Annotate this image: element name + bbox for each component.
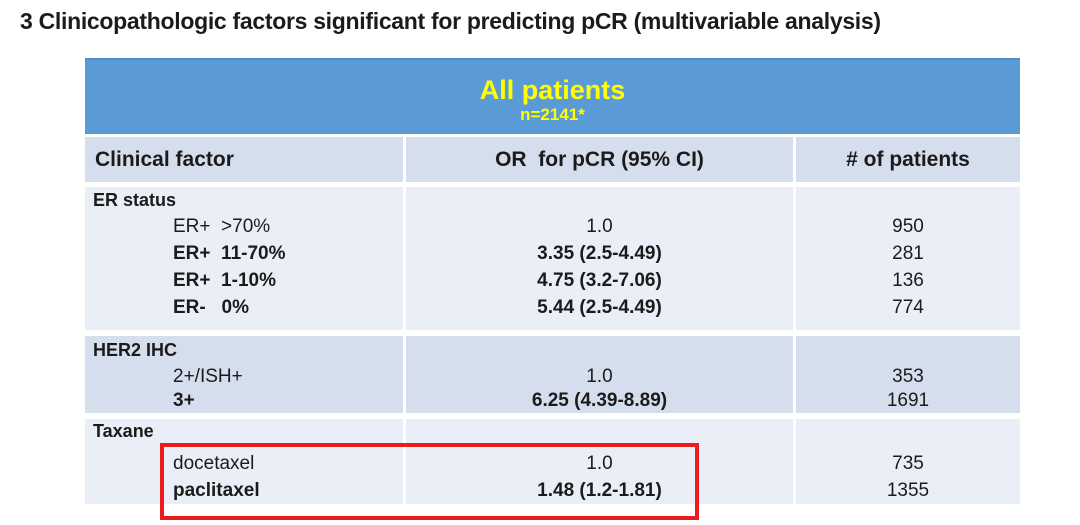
factor-cell: 2+/ISH+ (85, 365, 403, 389)
or-cell: 4.75 (3.2-7.06) (406, 267, 793, 294)
section-her2-ihc: HER2 IHC 2+/ISH+ 1.0 353 3+ 6.25 (4.39-8… (85, 336, 1020, 413)
section-label-row: ER status (85, 187, 1020, 213)
section-taxane: Taxane docetaxel 1.0 735 paclitaxel 1.48… (85, 419, 1020, 504)
table-row: ER+ 1-10% 4.75 (3.2-7.06) 136 (85, 267, 1020, 294)
factor-cell: paclitaxel (85, 477, 403, 504)
section-label: HER2 IHC (85, 336, 403, 365)
table-banner: All patients n=2141* (85, 58, 1020, 134)
column-header-clinical-factor: Clinical factor (85, 137, 403, 182)
section-spacer (85, 444, 1020, 450)
n-cell: 735 (796, 450, 1020, 477)
n-cell: 1355 (796, 477, 1020, 504)
n-cell: 353 (796, 365, 1020, 389)
highlight-box-taxane (160, 443, 699, 520)
or-cell: 3.35 (2.5-4.49) (406, 240, 793, 267)
table-row: ER+ >70% 1.0 950 (85, 213, 1020, 240)
banner-subtitle: n=2141* (520, 105, 585, 124)
n-cell: 1691 (796, 389, 1020, 413)
factor-cell: ER+ 1-10% (85, 267, 403, 294)
table-row: docetaxel 1.0 735 (85, 450, 1020, 477)
section-er-status: ER status ER+ >70% 1.0 950 ER+ 11-70% 3.… (85, 187, 1020, 330)
factor-cell: docetaxel (85, 450, 403, 477)
column-header-row: Clinical factor OR for pCR (95% CI) # of… (85, 137, 1020, 182)
or-cell: 1.0 (406, 365, 793, 389)
n-cell: 281 (796, 240, 1020, 267)
section-label-row: Taxane (85, 419, 1020, 444)
factor-cell: 3+ (85, 389, 403, 413)
or-cell: 5.44 (2.5-4.49) (406, 294, 793, 321)
column-header-patients: # of patients (796, 137, 1020, 182)
factor-cell: ER+ >70% (85, 213, 403, 240)
n-cell: 136 (796, 267, 1020, 294)
section-label: ER status (85, 187, 403, 213)
n-cell: 950 (796, 213, 1020, 240)
or-cell: 1.0 (406, 213, 793, 240)
or-cell: 6.25 (4.39-8.89) (406, 389, 793, 413)
table-row: ER- 0% 5.44 (2.5-4.49) 774 (85, 294, 1020, 321)
slide-title: 3 Clinicopathologic factors significant … (20, 8, 881, 34)
factor-cell: ER- 0% (85, 294, 403, 321)
n-cell: 774 (796, 294, 1020, 321)
factor-cell: ER+ 11-70% (85, 240, 403, 267)
results-table: All patients n=2141* Clinical factor OR … (85, 58, 1020, 510)
section-filler (85, 321, 1020, 330)
section-label-row: HER2 IHC (85, 336, 1020, 365)
table-row: 3+ 6.25 (4.39-8.89) 1691 (85, 389, 1020, 413)
or-cell: 1.0 (406, 450, 793, 477)
banner-title: All patients (479, 75, 626, 105)
section-label: Taxane (85, 419, 403, 444)
table-row: ER+ 11-70% 3.35 (2.5-4.49) 281 (85, 240, 1020, 267)
table-row: paclitaxel 1.48 (1.2-1.81) 1355 (85, 477, 1020, 504)
column-header-or-pcr: OR for pCR (95% CI) (406, 137, 793, 182)
or-cell: 1.48 (1.2-1.81) (406, 477, 793, 504)
table-row: 2+/ISH+ 1.0 353 (85, 365, 1020, 389)
